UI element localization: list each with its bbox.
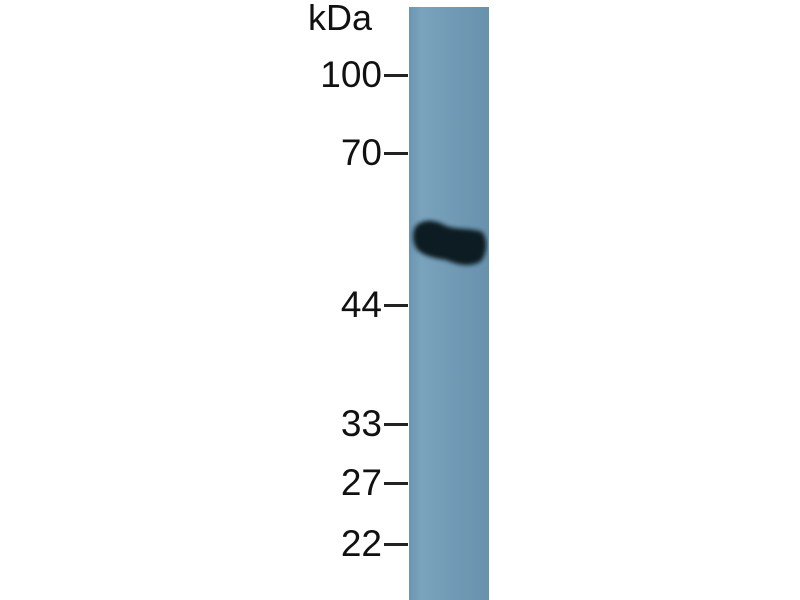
- marker-label: 44: [340, 284, 382, 325]
- marker-tick: [384, 152, 408, 155]
- marker-label: 22: [340, 523, 382, 564]
- marker-label: 100: [320, 54, 382, 95]
- blot-lane: [409, 7, 489, 600]
- marker-tick: [384, 304, 408, 307]
- ladder-marker: 44: [280, 285, 410, 325]
- protein-band: [413, 220, 487, 266]
- marker-tick: [384, 482, 408, 485]
- marker-tick: [384, 74, 408, 77]
- marker-tick: [384, 423, 408, 426]
- marker-label: 70: [340, 132, 382, 173]
- marker-label: 27: [340, 462, 382, 503]
- ladder-marker: 100: [280, 55, 410, 95]
- ladder-marker: 33: [280, 404, 410, 444]
- unit-label: kDa: [308, 0, 373, 38]
- ladder-marker: 27: [280, 463, 410, 503]
- ladder-marker: 70: [280, 133, 410, 173]
- ladder-marker: 22: [280, 524, 410, 564]
- marker-tick: [384, 543, 408, 546]
- marker-label: 33: [340, 403, 382, 444]
